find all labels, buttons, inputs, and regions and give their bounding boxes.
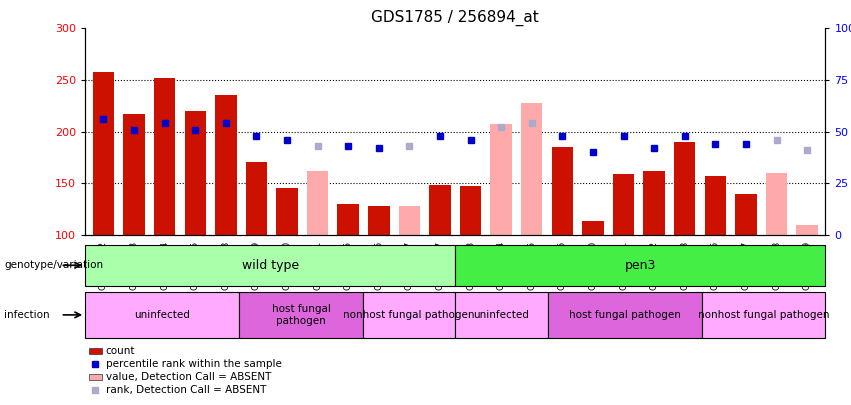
Bar (766, 173, 787, 235)
Bar (460, 186, 482, 235)
Text: host fungal
pathogen: host fungal pathogen (271, 304, 330, 326)
Bar (613, 174, 634, 235)
Text: rank, Detection Call = ABSENT: rank, Detection Call = ABSENT (106, 385, 266, 395)
Text: genotype/variation: genotype/variation (4, 260, 103, 270)
Bar (185, 111, 206, 235)
Text: nonhost fungal pathogen: nonhost fungal pathogen (698, 310, 830, 320)
Bar (89, 347, 102, 354)
Bar (582, 222, 603, 235)
Bar (338, 204, 359, 235)
Text: value, Detection Call = ABSENT: value, Detection Call = ABSENT (106, 372, 271, 382)
Text: count: count (106, 346, 135, 356)
Bar (702, 292, 825, 338)
Bar (85, 245, 455, 286)
Bar (521, 103, 542, 235)
Bar (246, 162, 267, 235)
Text: host fungal pathogen: host fungal pathogen (569, 310, 681, 320)
Bar (93, 72, 114, 235)
Bar (89, 374, 102, 380)
Bar (307, 171, 328, 235)
Bar (363, 292, 455, 338)
Bar (548, 292, 702, 338)
Text: uninfected: uninfected (134, 310, 190, 320)
Bar (674, 142, 695, 235)
Bar (551, 147, 573, 235)
Bar (490, 124, 512, 235)
Bar (154, 78, 175, 235)
Text: infection: infection (4, 310, 50, 320)
Text: pen3: pen3 (625, 259, 656, 272)
Bar (455, 245, 825, 286)
Bar (239, 292, 363, 338)
Bar (85, 292, 239, 338)
Text: percentile rank within the sample: percentile rank within the sample (106, 359, 282, 369)
Text: nonhost fungal pathogen: nonhost fungal pathogen (343, 310, 475, 320)
Bar (215, 96, 237, 235)
Bar (123, 114, 145, 235)
Bar (277, 188, 298, 235)
Text: uninfected: uninfected (474, 310, 529, 320)
Text: wild type: wild type (242, 259, 299, 272)
Bar (705, 176, 726, 235)
Bar (429, 185, 451, 235)
Bar (398, 206, 420, 235)
Bar (797, 225, 818, 235)
Bar (735, 194, 757, 235)
Bar (368, 206, 390, 235)
Bar (643, 171, 665, 235)
Title: GDS1785 / 256894_at: GDS1785 / 256894_at (371, 9, 540, 26)
Bar (455, 292, 548, 338)
